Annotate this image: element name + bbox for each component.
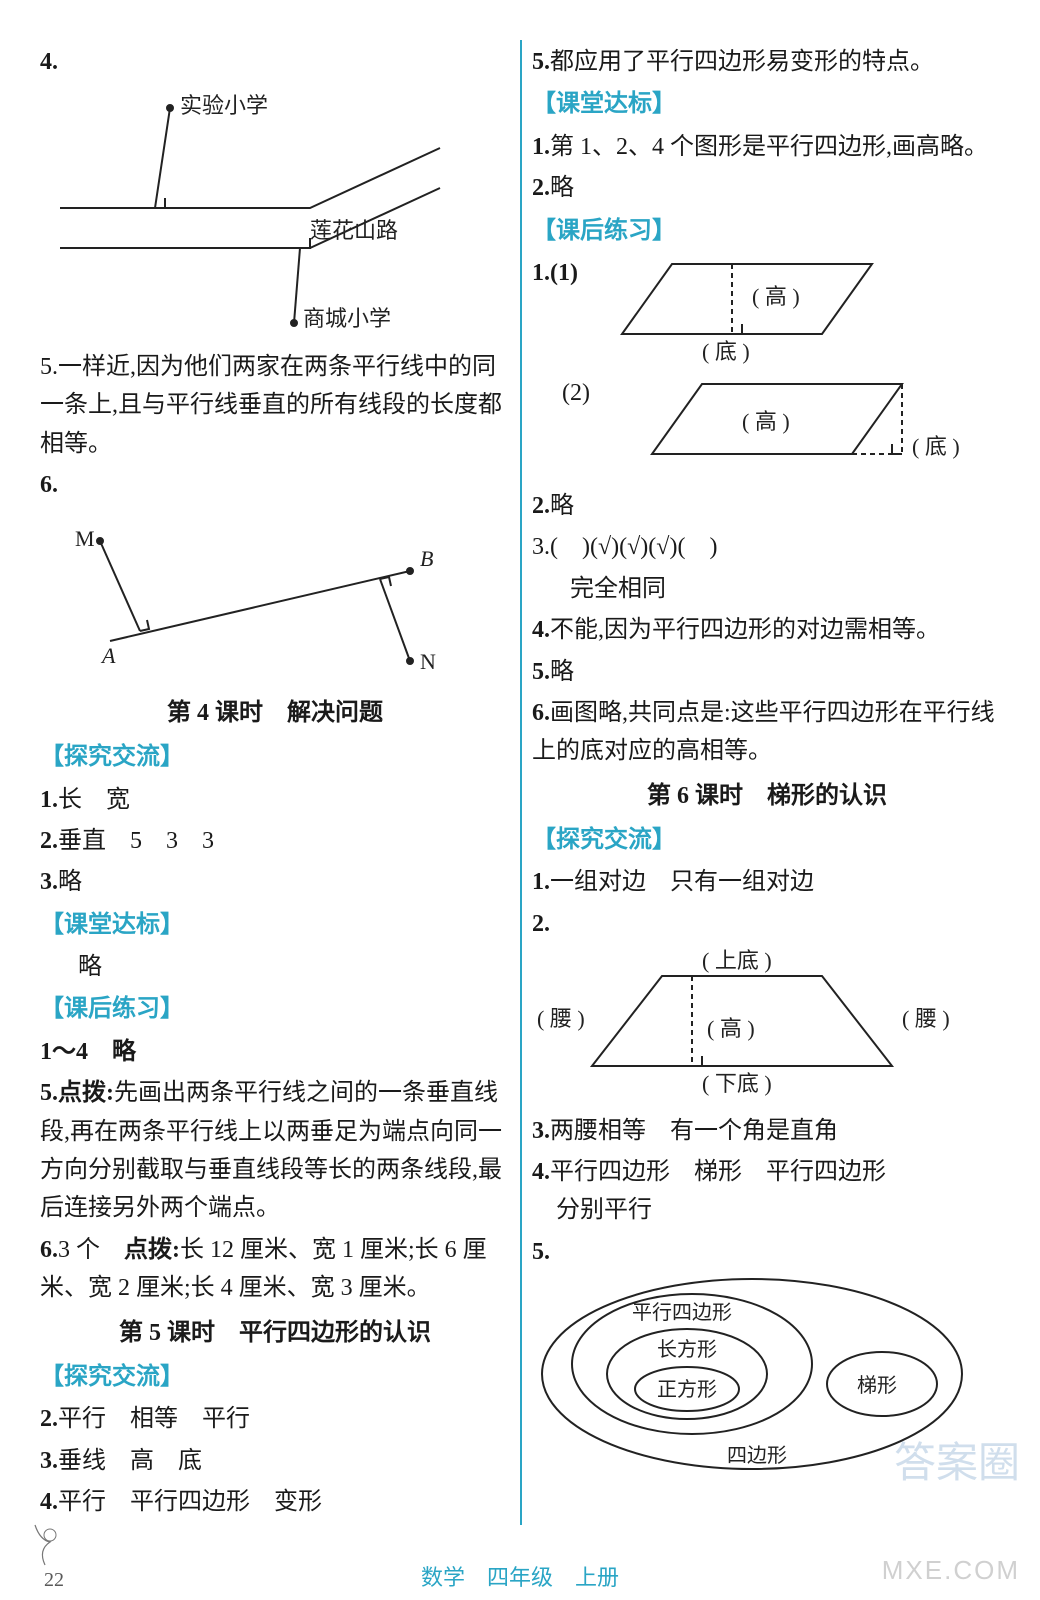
svg-text:N: N [420, 649, 436, 671]
l4-a6: 5.点拨:先画出两条平行线之间的一条垂直线段,再在两条平行线上以两垂足为端点向同… [40, 1074, 510, 1228]
l4-a4: 略 [40, 948, 510, 986]
svg-text:( 腰 ): ( 腰 ) [902, 1006, 950, 1031]
l6-a2: 2. [532, 905, 1002, 943]
lesson4-sec3: 【课后练习】 [40, 990, 510, 1028]
svg-text:( 下底 ): ( 下底 ) [702, 1071, 772, 1096]
svg-text:A: A [100, 643, 116, 668]
q4: 4. [40, 43, 510, 81]
parallelogram1-figure: ( 高 ) ( 底 ) [612, 254, 912, 374]
svg-text:( 上底 ): ( 上底 ) [702, 948, 772, 973]
r-q5: 5.都应用了平行四边形易变形的特点。 [532, 43, 1002, 81]
q6-num: 6. [40, 466, 510, 504]
svg-text:( 底 ): ( 底 ) [702, 339, 750, 364]
lesson4-title: 第 4 课时 解决问题 [40, 694, 510, 732]
svg-text:( 腰 ): ( 腰 ) [537, 1006, 585, 1031]
l6-a1: 1.一组对边 只有一组对边 [532, 863, 1002, 901]
l4-a5: 1～4 略 [40, 1033, 510, 1071]
q5: 5.一样近,因为他们两家在两条平行线中的同一条上,且与平行线垂直的所有线段的长度… [40, 348, 510, 463]
svg-text:莲花山路: 莲花山路 [310, 218, 398, 243]
lesson5-sec1: 【探究交流】 [40, 1358, 510, 1396]
column-divider [520, 40, 522, 1525]
r-p1b: (2) ( 高 ) ( 底 ) [532, 374, 1002, 484]
l6-a3: 3.两腰相等 有一个角是直角 [532, 1112, 1002, 1150]
lesson4-sec2: 【课堂达标】 [40, 906, 510, 944]
r-sec1: 【课堂达标】 [532, 85, 1002, 123]
l6-a5: 5. [532, 1233, 1002, 1271]
svg-text:平行四边形: 平行四边形 [632, 1301, 732, 1324]
r-a5: 4.不能,因为平行四边形的对边需相等。 [532, 611, 1002, 649]
svg-text:( 高 ): ( 高 ) [742, 409, 790, 434]
r-sec2: 【课后练习】 [532, 212, 1002, 250]
r-a3: 2.略 [532, 487, 1002, 525]
l5-a2: 2.平行 相等 平行 [40, 1400, 510, 1438]
r-a2: 2.略 [532, 169, 1002, 207]
l5-a4: 4.平行 平行四边形 变形 [40, 1483, 510, 1521]
svg-text:( 底 ): ( 底 ) [912, 434, 960, 459]
r-a6: 5.略 [532, 653, 1002, 691]
l4-a7: 6.3 个 点拨:长 12 厘米、宽 1 厘米;长 6 厘米、宽 2 厘米;长 … [40, 1231, 510, 1308]
watermark-1: 答案圈 [894, 1429, 1020, 1490]
r-a1: 1.第 1、2、4 个图形是平行四边形,画高略。 [532, 128, 1002, 166]
svg-text:B: B [420, 546, 433, 571]
svg-text:商城小学: 商城小学 [303, 306, 391, 328]
lesson4-sec1: 【探究交流】 [40, 738, 510, 776]
svg-text:( 高 ): ( 高 ) [707, 1016, 755, 1041]
l4-a3: 3.略 [40, 863, 510, 901]
l4-a2: 2.垂直 5 3 3 [40, 822, 510, 860]
r-p1: 1.(1) ( 高 ) ( 底 ) [532, 254, 1002, 374]
svg-text:四边形: 四边形 [727, 1444, 787, 1467]
l6-a4: 4.平行四边形 梯形 平行四边形 分别平行 [532, 1153, 1002, 1230]
q4-num: 4. [40, 49, 58, 75]
l5-a3: 3.垂线 高 底 [40, 1442, 510, 1480]
svg-text:M: M [75, 526, 95, 551]
trapezoid-figure: ( 上底 ) ( 下底 ) ( 腰 ) ( 腰 ) ( 高 ) [532, 946, 972, 1096]
lesson6-title: 第 6 课时 梯形的认识 [532, 777, 1002, 815]
parallelogram2-figure: ( 高 ) ( 底 ) [642, 374, 982, 484]
r-a4b: 完全相同 [532, 570, 1002, 608]
lesson6-sec1: 【探究交流】 [532, 821, 1002, 859]
right-column: 5.都应用了平行四边形易变形的特点。 【课堂达标】 1.第 1、2、4 个图形是… [532, 40, 1002, 1525]
svg-text:长方形: 长方形 [657, 1338, 717, 1361]
svg-text:实验小学: 实验小学 [180, 93, 268, 118]
q6-figure: M A B N [40, 511, 470, 671]
left-column: 4. 实验小学 莲花山路 商城小学 5.一样近,因为他们两家在两条平行线中的同一… [40, 40, 510, 1525]
lesson5-title: 第 5 课时 平行四边形的认识 [40, 1314, 510, 1352]
q4-figure: 实验小学 莲花山路 商城小学 [40, 88, 460, 328]
r-a7: 6.画图略,共同点是:这些平行四边形在平行线上的底对应的高相等。 [532, 694, 1002, 771]
svg-text:梯形: 梯形 [857, 1374, 897, 1397]
r-a4: 3.( )(√)(√)(√)( ) [532, 528, 1002, 566]
watermark-2: MXE.COM [882, 1555, 1020, 1586]
svg-text:正方形: 正方形 [657, 1378, 717, 1401]
l4-a1: 1.长 宽 [40, 781, 510, 819]
svg-text:( 高 ): ( 高 ) [752, 284, 800, 309]
